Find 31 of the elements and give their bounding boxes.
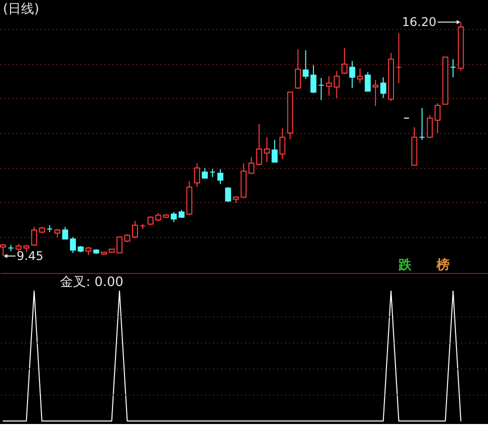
candlestick (341, 48, 348, 75)
candlestick (202, 168, 208, 179)
candlestick (380, 76, 386, 99)
annotation: 16.20 (402, 15, 436, 30)
candlestick (217, 168, 224, 184)
candlestick (148, 216, 154, 226)
annotation: 榜 (436, 257, 450, 273)
candlestick (364, 72, 371, 92)
candlestick (310, 64, 316, 94)
candlestick (279, 128, 286, 160)
candlestick (302, 50, 309, 80)
candlestick (132, 220, 138, 239)
candlestick (396, 32, 402, 84)
candlestick (194, 162, 200, 188)
candlestick (357, 68, 363, 84)
candlestick (272, 139, 278, 163)
candlestick (450, 58, 456, 78)
chart-title: 金叉: 0.00 (60, 275, 124, 290)
candlestick (62, 226, 68, 240)
candlestick (372, 80, 378, 107)
candlestick (294, 48, 301, 90)
candlestick (318, 77, 324, 101)
annotation: 9.45 (16, 249, 44, 264)
candlestick (264, 136, 270, 163)
annotation: 跌 (398, 258, 412, 273)
candlestick (225, 186, 232, 202)
candlestick (116, 236, 122, 254)
candlestick (349, 60, 356, 88)
chart-title: (日线) (3, 2, 40, 17)
candlestick (31, 226, 38, 246)
candlestick (419, 108, 426, 140)
